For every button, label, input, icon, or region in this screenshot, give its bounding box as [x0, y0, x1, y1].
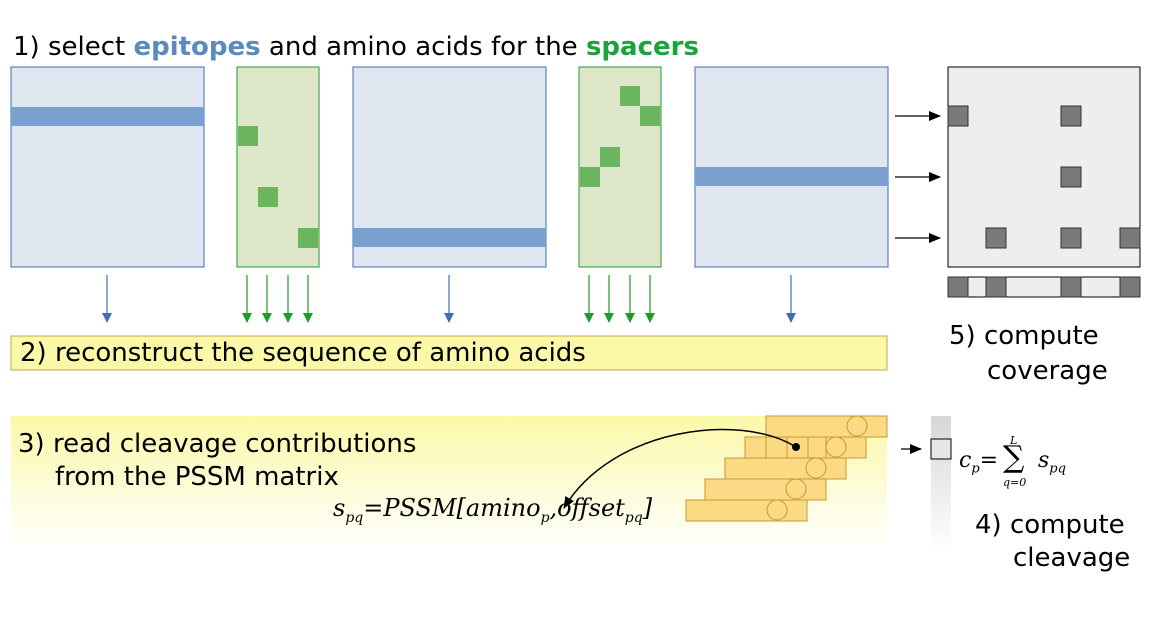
pssm-formula: spq=PSSM[aminop,offsetpq] [333, 494, 653, 526]
spacer-square [600, 147, 620, 167]
pssm-row [704, 478, 827, 501]
epitope-bar [353, 228, 546, 247]
coverage-summary-bar [947, 276, 1141, 298]
green-arrows [242, 275, 655, 323]
step5-line2: coverage [987, 356, 1108, 386]
epitope-panel-1 [10, 66, 205, 268]
pssm-row [744, 436, 867, 459]
pssm-row [765, 415, 888, 438]
step1-middle: and amino acids for the [268, 32, 578, 62]
spacers-keyword: spacers [585, 32, 699, 62]
cleavage-column [931, 416, 951, 552]
epitope-panel-3 [694, 66, 889, 268]
step2-label: 2) reconstruct the sequence of amino aci… [20, 338, 586, 368]
step4-line2: cleavage [1013, 543, 1131, 573]
spacer-panel-1 [236, 66, 320, 268]
coverage-summary-cells [947, 276, 1141, 298]
spacer-square [258, 187, 278, 207]
blue-arrows [102, 275, 796, 323]
step3-line2: from the PSSM matrix [55, 462, 339, 492]
spacer-square [620, 86, 640, 106]
sequence-bar [10, 335, 888, 371]
pssm-row [685, 499, 808, 522]
step4-line1: 4) compute [975, 510, 1125, 540]
spacer-square [580, 167, 600, 187]
coverage-arrows [895, 111, 941, 243]
spacer-square [298, 228, 318, 248]
spacer-square [238, 126, 258, 146]
pssm-rows [685, 415, 888, 522]
spacer-square [640, 106, 660, 126]
cleavage-cell [930, 438, 952, 460]
coverage-cells [947, 105, 1141, 249]
step3-line1: 3) read cleavage contributions [18, 429, 417, 459]
epitope-bar [695, 167, 888, 186]
pssm-row [724, 457, 847, 480]
epitope-panel-2 [352, 66, 547, 268]
step1-heading: 1) select epitopes and amino acids for t… [13, 34, 699, 60]
step1-prefix: 1) select [13, 32, 126, 62]
step5-line1: 5) compute [949, 321, 1099, 351]
lookup-arrow [563, 428, 797, 509]
epitope-bar [11, 107, 204, 126]
epitopes-keyword: epitopes [133, 32, 261, 62]
spacer-panel-2 [578, 66, 662, 268]
coverage-matrix [947, 66, 1141, 268]
cleavage-formula: cp= L ∑ q=0 spq [959, 434, 1066, 489]
